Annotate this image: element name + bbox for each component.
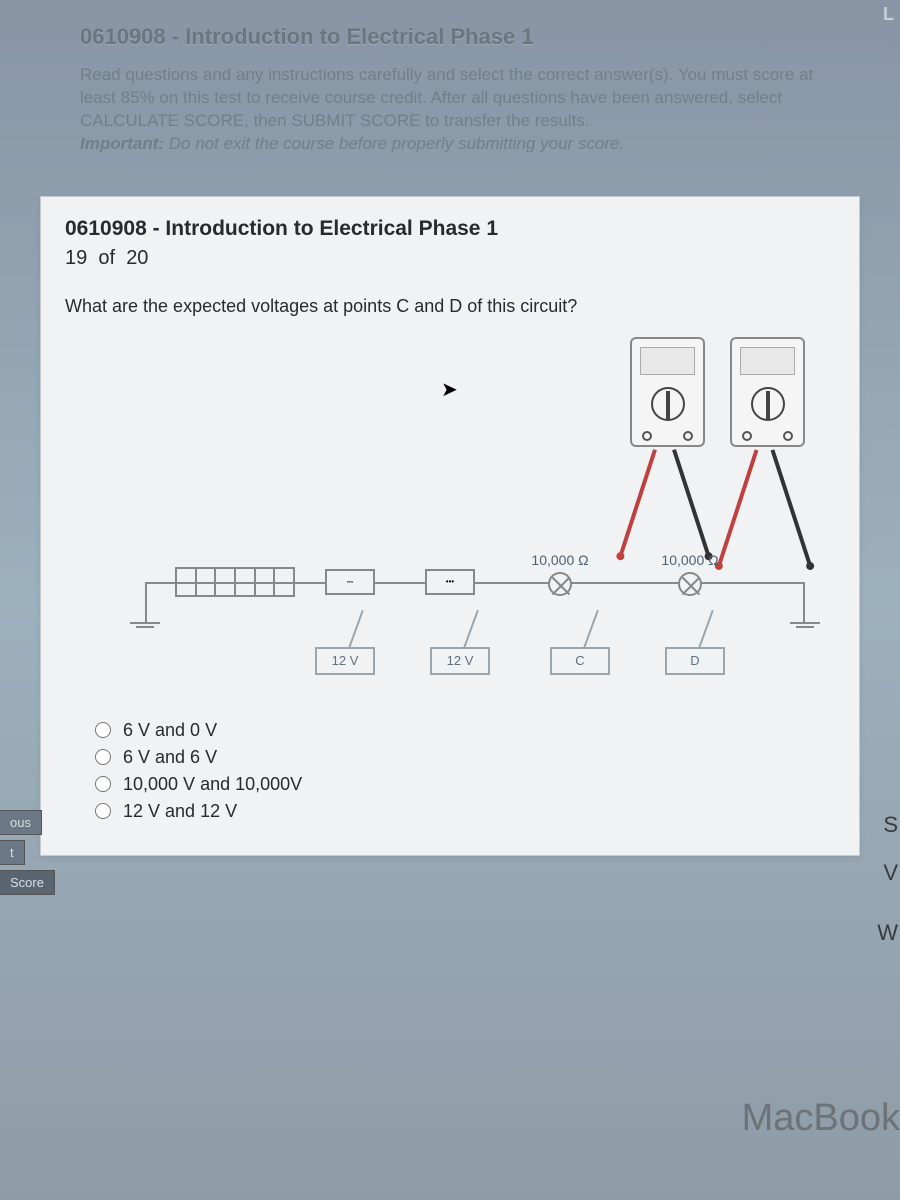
corner-text: L bbox=[883, 4, 894, 25]
label-box-c: C bbox=[550, 647, 610, 675]
radio-d[interactable] bbox=[95, 803, 111, 819]
answer-d-label: 12 V and 12 V bbox=[123, 801, 237, 822]
connector-line bbox=[348, 610, 364, 648]
label-box-d: D bbox=[665, 647, 725, 675]
wire bbox=[145, 582, 147, 622]
multimeter-1 bbox=[630, 337, 705, 447]
important-label: Important: bbox=[80, 134, 164, 153]
connector-line bbox=[698, 610, 714, 648]
circuit-diagram: ⎓ ••• 10,000 Ω 10,000 Ω 12 V 12 V C D bbox=[75, 337, 825, 687]
radio-c[interactable] bbox=[95, 776, 111, 792]
answer-option-a[interactable]: 6 V and 0 V bbox=[95, 717, 835, 744]
component-icon: ••• bbox=[425, 569, 475, 595]
dial-icon bbox=[651, 387, 685, 421]
question-text: What are the expected voltages at points… bbox=[65, 296, 835, 317]
answer-c-label: 10,000 V and 10,000V bbox=[123, 774, 302, 795]
connector-line bbox=[463, 610, 479, 648]
question-card: 0610908 - Introduction to Electrical Pha… bbox=[40, 196, 860, 856]
fuse-icon: ⎓ bbox=[325, 569, 375, 595]
wire bbox=[803, 582, 805, 622]
ground-icon bbox=[790, 622, 820, 624]
jack-icon bbox=[783, 431, 793, 441]
side-tab-score[interactable]: Score bbox=[0, 870, 55, 895]
instructions-text: Read questions and any instructions care… bbox=[80, 65, 813, 130]
right-edge-text: W bbox=[877, 920, 898, 946]
probe-black bbox=[672, 449, 710, 555]
resistor-1: 10,000 Ω bbox=[515, 552, 605, 596]
battery-icon bbox=[175, 567, 295, 597]
right-edge-text: S bbox=[883, 812, 898, 838]
side-tab-previous[interactable]: ous bbox=[0, 810, 42, 835]
probe-black bbox=[771, 449, 812, 564]
device-brand-label: MacBook bbox=[742, 1097, 900, 1140]
label-box-12v-1: 12 V bbox=[315, 647, 375, 675]
jack-icon bbox=[683, 431, 693, 441]
right-edge-text: V bbox=[883, 860, 898, 886]
progress-sep: of bbox=[98, 247, 115, 269]
probe-red bbox=[718, 449, 759, 564]
answer-list: 6 V and 0 V 6 V and 6 V 10,000 V and 10,… bbox=[95, 717, 835, 825]
answer-option-b[interactable]: 6 V and 6 V bbox=[95, 744, 835, 771]
multimeter-2 bbox=[730, 337, 805, 447]
progress-total: 20 bbox=[126, 247, 148, 269]
answer-a-label: 6 V and 0 V bbox=[123, 720, 217, 741]
connector-line bbox=[583, 610, 599, 648]
header: 0610908 - Introduction to Electrical Pha… bbox=[0, 0, 900, 172]
resistor-2-label: 10,000 Ω bbox=[661, 552, 718, 568]
jack-icon bbox=[742, 431, 752, 441]
answer-option-d[interactable]: 12 V and 12 V bbox=[95, 798, 835, 825]
important-text: Do not exit the course before properly s… bbox=[169, 134, 624, 153]
radio-a[interactable] bbox=[95, 722, 111, 738]
probe-red bbox=[619, 449, 657, 555]
radio-b[interactable] bbox=[95, 749, 111, 765]
progress-current: 19 bbox=[65, 247, 87, 269]
dial-icon bbox=[751, 387, 785, 421]
lamp-icon bbox=[678, 572, 702, 596]
lamp-icon bbox=[548, 572, 572, 596]
jack-icon bbox=[642, 431, 652, 441]
answer-option-c[interactable]: 10,000 V and 10,000V bbox=[95, 771, 835, 798]
side-tab-next[interactable]: t bbox=[0, 840, 25, 865]
page-title: 0610908 - Introduction to Electrical Pha… bbox=[80, 24, 820, 50]
quiz-progress: 19 of 20 bbox=[65, 247, 835, 270]
label-box-12v-2: 12 V bbox=[430, 647, 490, 675]
instructions: Read questions and any instructions care… bbox=[80, 64, 820, 156]
quiz-title: 0610908 - Introduction to Electrical Pha… bbox=[65, 217, 835, 241]
ground-icon bbox=[130, 622, 160, 624]
resistor-2: 10,000 Ω bbox=[645, 552, 735, 596]
resistor-1-label: 10,000 Ω bbox=[531, 552, 588, 568]
answer-b-label: 6 V and 6 V bbox=[123, 747, 217, 768]
